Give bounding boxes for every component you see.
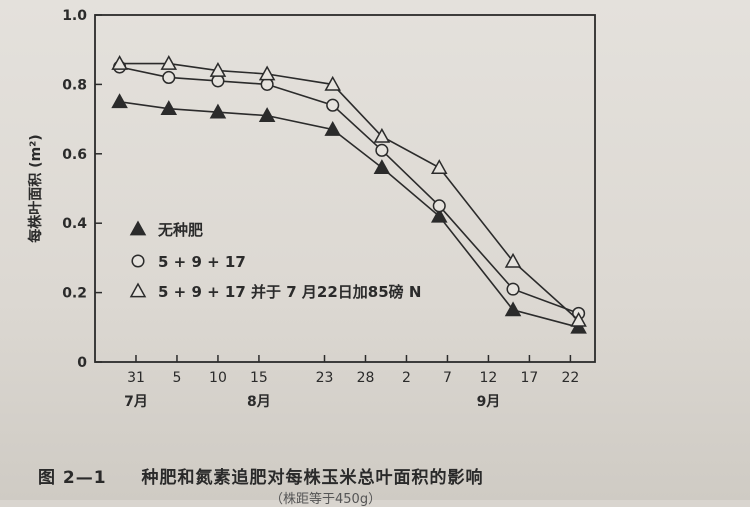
data-point: [258, 65, 276, 81]
data-point: [160, 55, 178, 70]
x-tick-label: 12: [480, 370, 498, 386]
series-3: [111, 55, 587, 327]
legend-item: 5 + 9 + 17: [131, 253, 246, 271]
data-point: [570, 311, 587, 327]
data-point: [209, 61, 227, 77]
legend-marker: [129, 220, 147, 236]
series-line: [119, 66, 579, 315]
y-tick-label: 0.8: [62, 77, 87, 93]
chart-legend: 无种肥 5 + 9 + 17 5 + 9 + 17 并于 7 月22日加85磅 N: [129, 220, 421, 301]
x-tick-label: 22: [561, 370, 579, 386]
x-tick-label: 7: [443, 370, 452, 386]
legend-marker: [131, 254, 145, 268]
x-tick-label: 17: [521, 370, 539, 386]
y-axis-label: 每株叶面积 (m²): [27, 134, 44, 242]
data-point: [111, 55, 128, 70]
chart-ticks: 0 0.2 0.4 0.6 0.8 1.0 31 5 10 15 23 28 2 7 12 17 22 7月 8月 9…: [62, 8, 579, 410]
x-tick-label: 15: [250, 370, 268, 386]
data-point: [209, 103, 227, 119]
month-label: 9月: [477, 394, 501, 410]
data-point: [432, 199, 446, 213]
figure-subcaption: （株距等于450g）: [270, 492, 382, 507]
legend-item: 无种肥: [129, 220, 203, 239]
legend-marker: [129, 282, 147, 298]
y-tick-label: 1.0: [62, 8, 87, 24]
data-point: [504, 252, 522, 268]
data-point: [373, 159, 391, 175]
figure-caption: 图 2—1 种肥和氮素追肥对每株玉米总叶面积的影响: [38, 463, 718, 488]
x-tick-label: 5: [173, 370, 182, 386]
data-point: [504, 301, 522, 317]
chart-axes: 每株叶面积 (m²): [27, 14, 596, 363]
data-point: [324, 120, 341, 136]
figure-title: 种肥和氮素追肥对每株玉米总叶面积的影响: [141, 468, 484, 488]
month-label: 8月: [247, 394, 271, 410]
legend-label: 无种肥: [157, 221, 203, 239]
data-point: [326, 98, 340, 112]
x-tick-label: 28: [357, 370, 375, 386]
x-tick-label: 31: [127, 370, 145, 386]
data-point: [111, 93, 128, 109]
x-tick-label: 2: [402, 370, 411, 386]
data-point: [506, 282, 520, 296]
chart-series: [111, 55, 587, 334]
plot-frame: [94, 14, 596, 363]
figure-number: 图 2—1: [38, 468, 107, 488]
data-point: [258, 107, 276, 122]
data-point: [160, 100, 178, 116]
data-point: [162, 70, 176, 85]
data-point: [430, 207, 448, 223]
legend-label: 5 + 9 + 17: [158, 253, 246, 271]
data-point: [430, 159, 448, 175]
x-tick-label: 10: [209, 370, 227, 386]
month-label: 7月: [124, 394, 148, 410]
y-tick-label: 0: [77, 355, 87, 371]
series-2: [113, 60, 586, 320]
series-line: [119, 62, 580, 321]
y-tick-label: 0.2: [62, 286, 87, 302]
x-tick-label: 23: [316, 370, 334, 386]
legend-label: 5 + 9 + 17 并于 7 月22日加85磅 N: [158, 283, 421, 301]
data-point: [375, 143, 389, 157]
data-point: [373, 127, 391, 143]
y-tick-label: 0.6: [62, 147, 87, 163]
data-point: [324, 75, 341, 91]
y-tick-label: 0.4: [62, 216, 87, 232]
legend-item: 5 + 9 + 17 并于 7 月22日加85磅 N: [129, 282, 421, 301]
